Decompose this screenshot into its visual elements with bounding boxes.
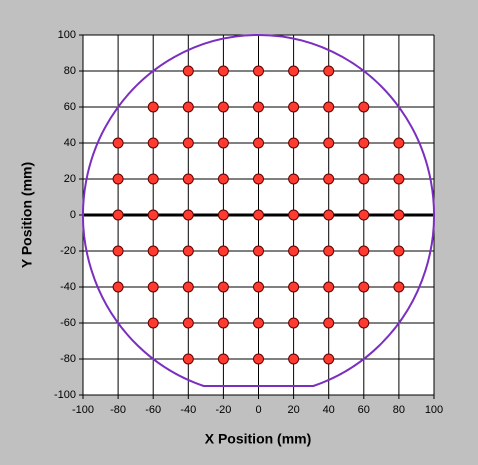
point [112, 281, 124, 293]
y-tick-label: 60 [64, 101, 76, 113]
point [182, 245, 194, 257]
point [288, 173, 300, 185]
point [182, 101, 194, 113]
y-tick-label: 40 [64, 137, 76, 149]
point [147, 281, 159, 293]
y-tick-label: -20 [60, 245, 76, 257]
point [288, 281, 300, 293]
x-tick-label: 20 [287, 404, 299, 416]
point [323, 317, 335, 329]
point [217, 173, 229, 185]
point [358, 137, 370, 149]
point [393, 173, 405, 185]
x-tick-label: -100 [72, 404, 94, 416]
point [253, 65, 264, 77]
x-tick-label: -80 [110, 404, 126, 416]
point [217, 353, 229, 365]
y-tick-label: -60 [60, 317, 76, 329]
x-axis-title: X Position (mm) [205, 431, 312, 447]
x-tick-label: 0 [255, 404, 261, 416]
point [393, 245, 405, 257]
point [112, 209, 124, 221]
point [358, 101, 370, 113]
point [253, 317, 264, 329]
point [288, 137, 300, 149]
point [182, 317, 194, 329]
point [217, 281, 229, 293]
point [182, 209, 194, 221]
point [393, 281, 405, 293]
point [112, 137, 124, 149]
point [147, 317, 159, 329]
point [217, 209, 229, 221]
y-tick-label: -40 [60, 281, 76, 293]
x-tick-label: 80 [393, 404, 405, 416]
point [182, 173, 194, 185]
y-tick-label: 20 [64, 173, 76, 185]
point [323, 65, 335, 77]
point [147, 245, 159, 257]
point [358, 173, 370, 185]
point [288, 245, 300, 257]
point [217, 65, 229, 77]
point [288, 101, 300, 113]
point [182, 65, 194, 77]
y-tick-label: 80 [64, 65, 76, 77]
x-tick-label: 40 [323, 404, 335, 416]
point [358, 245, 370, 257]
point [323, 353, 335, 365]
x-tick-label: -60 [145, 404, 161, 416]
point [253, 281, 264, 293]
point [147, 173, 159, 185]
point [182, 137, 194, 149]
x-tick-label: -40 [180, 404, 196, 416]
point [323, 281, 335, 293]
point [323, 137, 335, 149]
point [182, 281, 194, 293]
point [323, 245, 335, 257]
point [358, 317, 370, 329]
point [112, 245, 124, 257]
point [147, 101, 159, 113]
point [288, 209, 300, 221]
point [253, 173, 264, 185]
y-tick-label: 0 [70, 209, 76, 221]
x-tick-label: 60 [358, 404, 370, 416]
point [393, 209, 405, 221]
point [147, 137, 159, 149]
point [393, 137, 405, 149]
y-tick-label: 100 [58, 29, 76, 41]
point [217, 101, 229, 113]
point [323, 173, 335, 185]
y-tick-label: -80 [60, 353, 76, 365]
y-tick-label: -100 [54, 389, 76, 401]
point [217, 245, 229, 257]
point [182, 353, 194, 365]
point [217, 137, 229, 149]
x-tick-label: -20 [215, 404, 231, 416]
x-tick-label: 100 [425, 404, 443, 416]
point [112, 173, 124, 185]
point [358, 209, 370, 221]
point [147, 209, 159, 221]
point [288, 65, 300, 77]
point [253, 209, 264, 221]
point [253, 353, 264, 365]
point [253, 101, 264, 113]
point [323, 101, 335, 113]
y-axis-title: Y Position (mm) [19, 162, 35, 268]
point [253, 137, 264, 149]
point [358, 281, 370, 293]
point [288, 353, 300, 365]
wafer-outline [82, 34, 435, 387]
point [288, 317, 300, 329]
point [217, 317, 229, 329]
point [253, 245, 264, 257]
point [323, 209, 335, 221]
